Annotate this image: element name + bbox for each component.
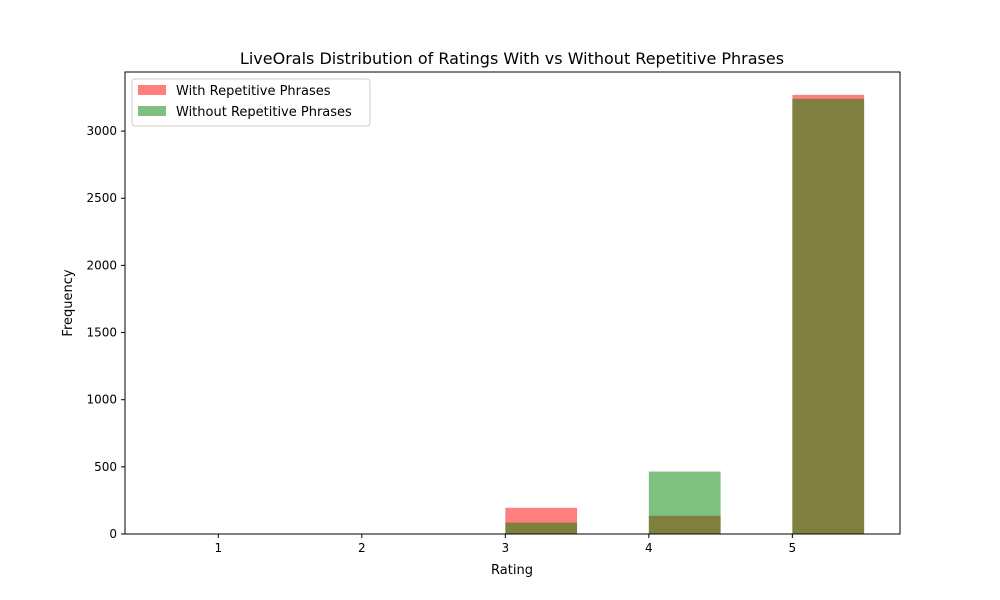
legend-label: Without Repetitive Phrases: [176, 105, 352, 120]
y-tick-label: 500: [94, 460, 117, 474]
y-tick-label: 0: [109, 527, 117, 541]
bar-series-2-rating-4: [648, 471, 721, 534]
bars-layer: [505, 94, 865, 535]
x-axis: 1 2 3 4 5: [214, 534, 796, 555]
x-tick-label: 5: [789, 541, 797, 555]
legend: With Repetitive Phrases Without Repetitiv…: [131, 78, 371, 127]
y-tick-label: 2000: [86, 258, 117, 272]
y-tick-label: 2500: [86, 191, 117, 205]
legend-label: With Repetitive Phrases: [176, 84, 331, 99]
chart-title: LiveOrals Distribution of Ratings With v…: [240, 49, 784, 68]
x-tick-label: 3: [502, 541, 510, 555]
x-tick-label: 4: [645, 541, 653, 555]
legend-swatch: [138, 106, 166, 116]
y-tick-label: 1500: [86, 326, 117, 340]
bar-series-2-rating-3: [505, 522, 578, 534]
y-tick-label: 1000: [86, 393, 117, 407]
legend-box: [131, 78, 371, 127]
x-axis-label: Rating: [491, 563, 533, 578]
legend-swatch: [138, 85, 166, 95]
plot-frame: [124, 71, 901, 535]
y-tick-label: 3000: [86, 124, 117, 138]
x-tick-label: 1: [214, 541, 222, 555]
y-axis: 0 500 1000 1500 2000 2500 3000: [86, 124, 125, 541]
x-tick-label: 2: [358, 541, 366, 555]
y-axis-label: Frequency: [61, 269, 76, 336]
bar-series-2-rating-5: [792, 98, 865, 534]
